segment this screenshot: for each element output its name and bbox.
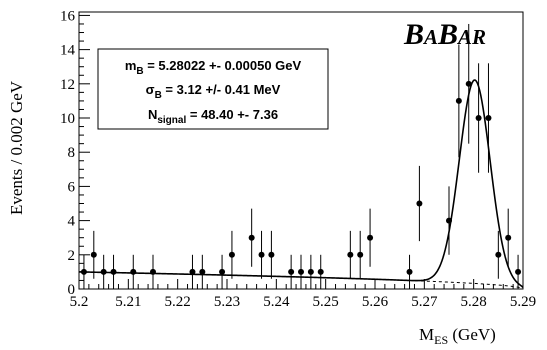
y-tick-label: 2 — [68, 248, 76, 264]
data-point — [495, 251, 502, 258]
y-tick-label: 16 — [60, 8, 76, 24]
fit-nsignal-line: Nsignal = 48.40 +- 7.36 — [148, 107, 278, 126]
data-point — [90, 251, 97, 258]
y-tick-label: 10 — [60, 111, 75, 127]
data-point — [406, 268, 413, 275]
data-point — [505, 234, 512, 241]
data-point — [317, 268, 324, 275]
x-tick-label: 5.2 — [70, 294, 89, 310]
x-tick-label: 5.23 — [214, 294, 240, 310]
data-point — [485, 115, 492, 122]
data-point — [248, 234, 255, 241]
x-axis-label: MES (GeV) — [419, 325, 496, 347]
x-ticks: 5.2 5.21 5.22 5.23 5.24 5.25 5.26 5.27 5.28 5.29 — [70, 279, 536, 310]
data-point — [268, 251, 275, 258]
y-tick-label: 12 — [60, 77, 75, 93]
babar-logo: BABAR — [403, 18, 486, 51]
y-ticks: 0 2 4 6 8 10 12 14 16 — [60, 8, 90, 298]
data-point — [228, 251, 235, 258]
y-axis-label: Events / 0.002 GeV — [7, 80, 26, 215]
x-tick-label: 5.29 — [510, 294, 536, 310]
data-point — [150, 268, 156, 275]
data-point — [80, 268, 87, 275]
data-point — [465, 80, 472, 87]
data-point — [189, 268, 196, 275]
data-point — [298, 268, 304, 275]
y-tick-label: 8 — [68, 145, 76, 161]
x-tick-label: 5.26 — [362, 294, 389, 310]
data-point — [258, 251, 265, 258]
data-points — [80, 23, 522, 289]
x-tick-label: 5.22 — [165, 294, 191, 310]
data-point — [130, 268, 137, 275]
x-tick-label: 5.25 — [313, 294, 339, 310]
data-point — [219, 268, 226, 275]
fit-sigma-line: σB = 3.12 +/- 0.41 MeV — [146, 82, 281, 101]
data-point — [357, 251, 364, 258]
data-point — [416, 200, 423, 207]
data-point — [110, 268, 117, 275]
data-point — [288, 268, 295, 275]
data-point — [199, 268, 206, 275]
data-point — [515, 268, 522, 275]
x-tick-label: 5.28 — [461, 294, 487, 310]
y-tick-label: 6 — [68, 179, 76, 195]
fit-mass-line: mB = 5.28022 +- 0.00050 GeV — [125, 58, 302, 77]
data-point — [475, 115, 482, 122]
x-tick-label: 5.24 — [263, 294, 290, 310]
fit-results-box: mB = 5.28022 +- 0.00050 GeV σB = 3.12 +/… — [97, 48, 329, 130]
data-point — [367, 234, 374, 241]
data-point — [100, 268, 107, 275]
x-tick-label: 5.21 — [115, 294, 141, 310]
y-tick-label: 4 — [68, 214, 76, 230]
data-point — [347, 251, 354, 258]
x-tick-label: 5.27 — [411, 294, 438, 310]
data-point — [307, 268, 314, 275]
y-tick-label: 14 — [60, 43, 76, 59]
data-point — [446, 217, 452, 224]
data-point — [455, 97, 462, 104]
y-tick-label: 0 — [68, 282, 76, 298]
